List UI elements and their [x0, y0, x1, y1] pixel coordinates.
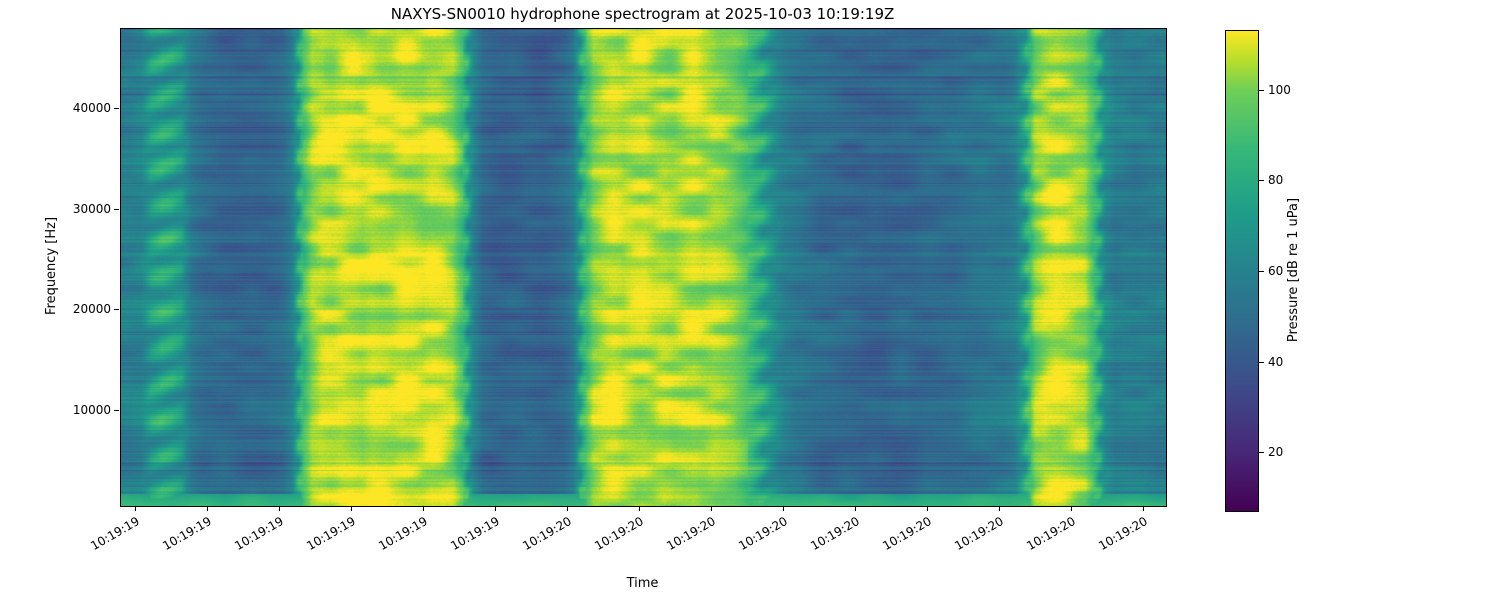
spectrogram-canvas: [121, 29, 1166, 506]
x-tick-mark: [207, 507, 208, 511]
colorbar: [1225, 30, 1259, 512]
y-tick-mark: [114, 208, 119, 210]
y-tick-mark: [114, 309, 119, 311]
x-tick-label: 10:19:19: [232, 514, 286, 554]
x-tick-mark: [711, 507, 712, 511]
x-tick-mark: [1071, 507, 1072, 511]
plot-area: [120, 28, 1167, 507]
x-tick-label: 10:19:19: [304, 514, 358, 554]
x-tick-mark: [351, 507, 352, 511]
x-tick-mark: [999, 507, 1000, 511]
x-tick-mark: [855, 507, 856, 511]
x-tick-label: 10:19:19: [160, 514, 214, 554]
colorbar-tick-label: 60: [1268, 264, 1284, 278]
y-tick-label: 40000: [72, 101, 111, 116]
colorbar-tick-label: 100: [1268, 82, 1291, 97]
x-tick-mark: [423, 507, 424, 511]
y-tick-mark: [114, 409, 119, 411]
y-tick-label: 20000: [72, 302, 111, 317]
x-tick-label: 10:19:20: [664, 514, 718, 554]
chart-title: NAXYS-SN0010 hydrophone spectrogram at 2…: [390, 5, 895, 23]
colorbar-tick-mark: [1259, 271, 1264, 272]
x-tick-label: 10:19:20: [880, 514, 934, 554]
x-tick-mark: [567, 507, 568, 511]
x-tick-label: 10:19:20: [736, 514, 790, 554]
colorbar-tick-mark: [1259, 361, 1264, 363]
x-tick-label: 10:19:20: [1096, 514, 1150, 554]
y-tick-mark: [114, 108, 119, 110]
colorbar-tick-label: 20: [1268, 445, 1284, 460]
x-tick-mark: [1143, 507, 1144, 511]
colorbar-tick-mark: [1259, 89, 1264, 91]
x-tick-mark: [279, 507, 280, 511]
x-axis-label: Time: [626, 576, 659, 591]
x-tick-label: 10:19:20: [808, 514, 862, 554]
x-tick-label: 10:19:19: [376, 514, 430, 554]
x-tick-mark: [927, 507, 928, 511]
colorbar-tick-label: 80: [1268, 173, 1284, 188]
x-tick-label: 10:19:20: [952, 514, 1006, 554]
x-tick-mark: [135, 507, 136, 511]
y-tick-label: 10000: [72, 402, 111, 417]
colorbar-gradient: [1226, 31, 1258, 511]
x-tick-label: 10:19:19: [88, 514, 142, 554]
x-tick-label: 10:19:20: [592, 514, 646, 554]
x-tick-mark: [495, 507, 496, 511]
colorbar-tick-mark: [1259, 452, 1264, 454]
x-tick-label: 10:19:20: [520, 514, 574, 554]
x-tick-label: 10:19:19: [448, 514, 502, 554]
y-tick-label: 30000: [72, 201, 111, 216]
colorbar-label: Pressure [dB re 1 uPa]: [1286, 197, 1301, 343]
x-tick-mark: [783, 507, 784, 511]
x-tick-mark: [639, 507, 640, 511]
colorbar-tick-label: 40: [1268, 354, 1284, 369]
colorbar-tick-mark: [1259, 180, 1264, 182]
x-tick-label: 10:19:20: [1024, 514, 1078, 554]
